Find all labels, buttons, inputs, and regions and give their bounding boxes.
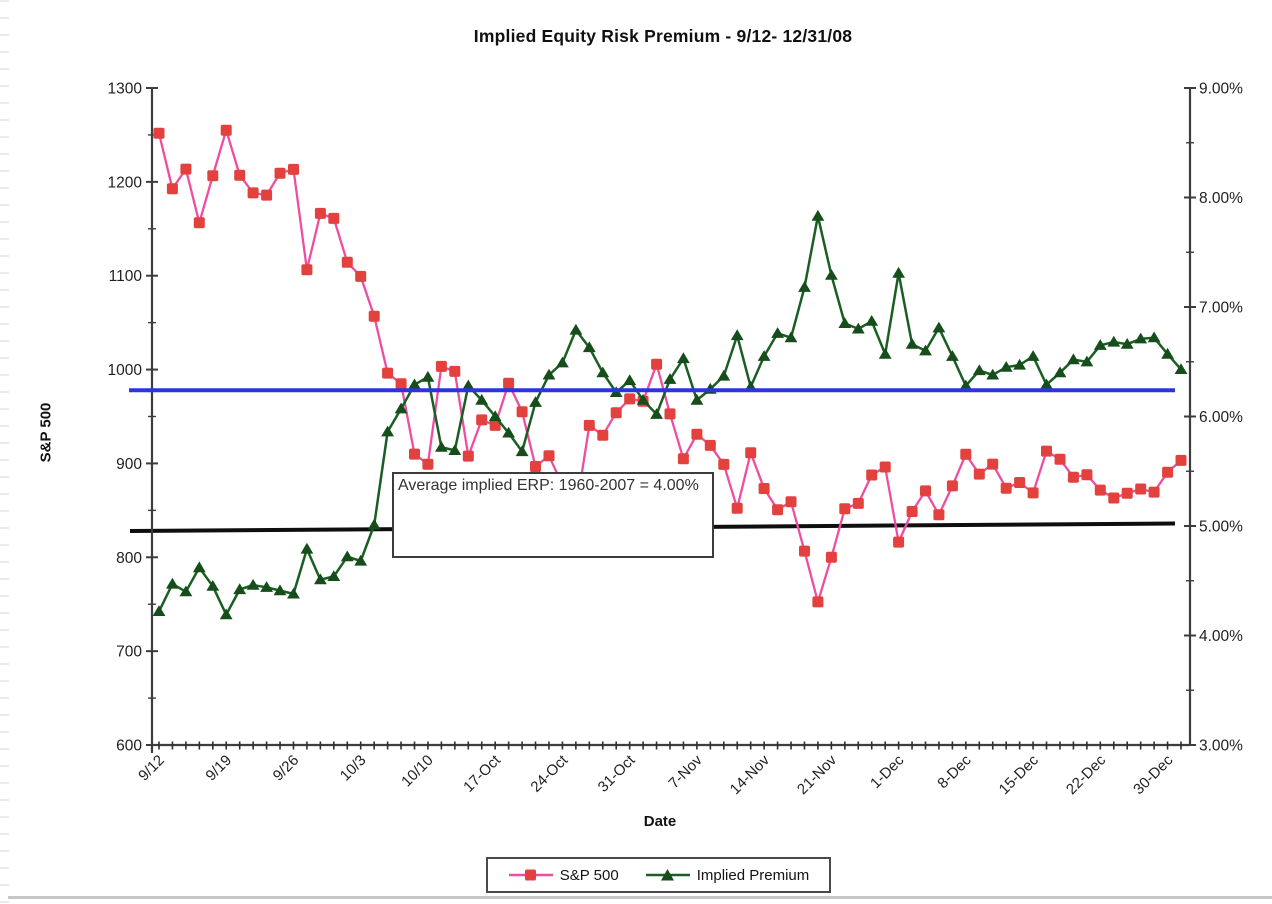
- right-axis: 9.00% 8.00% 7.00% 6.00% 5.00% 4.00% 3.00%: [1184, 81, 1243, 755]
- svg-text:22-Dec: 22-Dec: [1063, 751, 1110, 798]
- svg-text:3.00%: 3.00%: [1199, 738, 1243, 755]
- left-axis: 1300 1200 1100 1000 900 800 700 600: [108, 81, 158, 755]
- svg-text:1-Dec: 1-Dec: [867, 751, 908, 792]
- legend-label-sp500: S&P 500: [559, 866, 619, 884]
- svg-text:700: 700: [116, 644, 142, 661]
- svg-text:17-Oct: 17-Oct: [460, 751, 504, 795]
- svg-text:1100: 1100: [109, 268, 143, 285]
- svg-text:7.00%: 7.00%: [1199, 300, 1243, 317]
- svg-text:5.00%: 5.00%: [1199, 519, 1243, 536]
- svg-text:8.00%: 8.00%: [1199, 190, 1243, 207]
- x-axis: 9/12 9/19 9/26 10/3 10/10 17-Oct 24-Oct 31-Oct 7…: [135, 741, 1190, 798]
- svg-text:31-Oct: 31-Oct: [595, 751, 639, 795]
- average-erp-annotation: Average implied ERP: 1960-2007 = 4.00%: [392, 472, 714, 558]
- svg-text:14-Nov: 14-Nov: [727, 751, 774, 798]
- legend-item-sp500: S&P 500: [508, 867, 619, 884]
- svg-text:15-Dec: 15-Dec: [996, 751, 1043, 798]
- svg-text:10/3: 10/3: [337, 752, 370, 785]
- sp500-series: [153, 124, 1187, 608]
- svg-text:10/10: 10/10: [398, 752, 437, 791]
- svg-text:21-Nov: 21-Nov: [794, 751, 841, 798]
- legend-item-implied-premium: Implied Premium: [645, 866, 810, 884]
- implied-premium-series: [152, 209, 1188, 620]
- spreadsheet-edge-stripes: [0, 0, 9, 904]
- svg-text:1000: 1000: [108, 362, 143, 379]
- svg-text:9/26: 9/26: [270, 752, 303, 785]
- svg-text:9/12: 9/12: [135, 752, 168, 785]
- svg-text:9/19: 9/19: [202, 752, 235, 785]
- svg-text:4.00%: 4.00%: [1199, 628, 1243, 645]
- svg-text:6.00%: 6.00%: [1199, 409, 1243, 426]
- svg-text:1200: 1200: [108, 174, 143, 191]
- page-bottom-border: [8, 896, 1272, 899]
- svg-text:900: 900: [116, 456, 142, 473]
- svg-text:1300: 1300: [108, 81, 143, 98]
- svg-text:30-Dec: 30-Dec: [1130, 751, 1177, 798]
- x-axis-title: Date: [643, 813, 677, 830]
- implied-premium-legend-marker-icon: [645, 869, 690, 881]
- average-erp-annotation-text: Average implied ERP: 1960-2007 = 4.00%: [398, 477, 699, 494]
- svg-text:8-Dec: 8-Dec: [934, 751, 975, 792]
- svg-text:7-Nov: 7-Nov: [665, 751, 706, 792]
- svg-text:24-Oct: 24-Oct: [527, 751, 571, 795]
- chart-legend: S&P 500 Implied Premium: [486, 857, 831, 893]
- chart-title: Implied Equity Risk Premium - 9/12- 12/3…: [473, 26, 853, 46]
- svg-text:9.00%: 9.00%: [1199, 81, 1243, 98]
- svg-text:600: 600: [116, 738, 142, 755]
- sp500-legend-marker-icon: [508, 869, 553, 881]
- legend-label-implied-premium: Implied Premium: [696, 866, 810, 884]
- svg-text:800: 800: [116, 550, 142, 567]
